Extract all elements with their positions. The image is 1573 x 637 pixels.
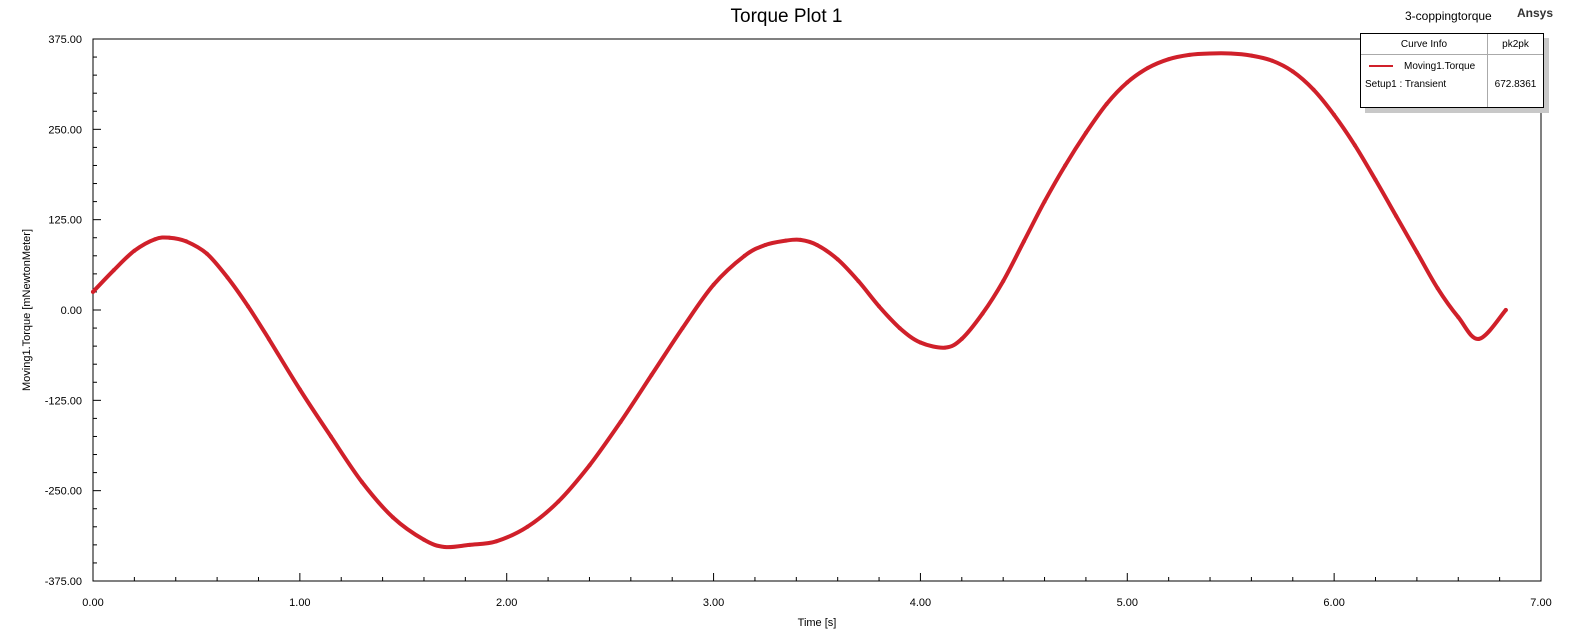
plot-title: Torque Plot 1 [730,6,843,27]
series-point [877,304,882,309]
series-point [328,434,333,439]
x-tick-label: 2.00 [496,597,517,609]
series-point [1228,51,1233,56]
series-point [1503,308,1508,312]
x-tick-label: 7.00 [1530,597,1551,609]
legend-series-swatch [1369,65,1393,67]
series-point [184,239,189,244]
series-point [784,238,788,243]
plot-frame [92,38,1542,582]
series-point [1476,336,1481,341]
series-point [618,420,623,424]
series-point [204,251,209,256]
y-tick-label: 375.00 [48,34,82,46]
series-point [225,275,230,280]
series-point [494,539,499,544]
series-point [556,499,561,504]
series-point [1083,130,1088,135]
series-point [297,387,302,392]
y-tick-label: -375.00 [45,576,82,588]
series-point [763,243,768,247]
series-point [1290,69,1295,74]
series-point [467,542,472,547]
series-point [1208,51,1212,56]
series-point [649,373,654,377]
legend-setup-name: Setup1 : Transient [1365,79,1447,90]
series-point [1373,177,1378,182]
series-point [1146,65,1150,70]
series-point [111,268,116,273]
x-tick-label: 5.00 [1117,597,1138,609]
legend-header-curve-info: Curve Info [1361,34,1488,55]
series-point [1414,250,1419,255]
x-tick-label: 0.00 [82,597,103,609]
curve-info-legend[interactable]: Curve Info pk2pk Moving1.Torque Setup1 :… [1360,33,1544,108]
x-axis-title: Time [s] [798,617,837,629]
series-point [442,545,447,549]
series-point [1104,102,1109,106]
project-name: 3-coppingtorque [1405,9,1492,23]
x-tick-label: 3.00 [703,597,724,609]
axis-tick-labels: 0.00 1.00 2.00 3.00 4.00 5.00 6.00 7.00 -375.00 -… [45,34,1552,609]
series-point [943,345,948,350]
brand-label: Ansys [1517,6,1554,20]
x-tick-label: 4.00 [910,597,931,609]
y-tick-label: 125.00 [48,215,82,227]
series-point [1063,163,1068,168]
series-point [711,282,716,287]
series-point [1249,53,1254,58]
axis-ticks [92,38,1542,582]
series-point [390,515,395,520]
series-point [1270,58,1275,63]
series-layer[interactable] [91,51,1508,550]
series-point [742,253,747,258]
series-point [359,480,364,484]
series-point [1352,143,1357,148]
series-point [153,237,158,242]
series-point [680,326,685,331]
series-point [266,336,271,341]
series-point [1042,199,1047,204]
series-point [132,248,137,253]
series-point [1456,315,1461,320]
legend-pk2pk-value: 672.8361 [1494,79,1537,90]
y-tick-label: 250.00 [48,124,82,136]
y-tick-label: -125.00 [45,395,82,407]
series-point [525,524,530,529]
series-point [1332,112,1337,117]
legend-header-pk2pk: pk2pk [1488,34,1543,55]
series-point [815,243,819,247]
series-point [1021,239,1026,244]
series-point [918,340,923,345]
series-point [422,537,426,542]
series-point [1187,52,1192,57]
y-axis-title: Moving1.Torque [mNewtonMeter] [21,229,33,391]
series-point [587,463,592,468]
legend-series-name: Moving1.Torque [1404,61,1476,72]
legend-column-divider [1487,54,1488,107]
series-point [1001,279,1006,284]
series-point [1394,214,1399,219]
series-line-moving1-torque[interactable] [91,51,1508,550]
series-point [980,311,985,316]
y-tick-label: 0.00 [61,305,82,317]
x-tick-label: 1.00 [289,597,310,609]
series-point [167,235,172,240]
series-point [91,289,95,294]
series-point [1166,57,1171,62]
series-point [1125,80,1130,85]
y-tick-label: -250.00 [45,486,82,498]
series-point [1311,87,1316,92]
series-point [835,257,840,262]
series-point [798,237,803,242]
series-point [1435,286,1440,291]
series-point [897,326,902,331]
x-tick-label: 6.00 [1323,597,1344,609]
series-point [856,279,861,284]
series-point [246,304,251,309]
series-point [959,336,964,341]
